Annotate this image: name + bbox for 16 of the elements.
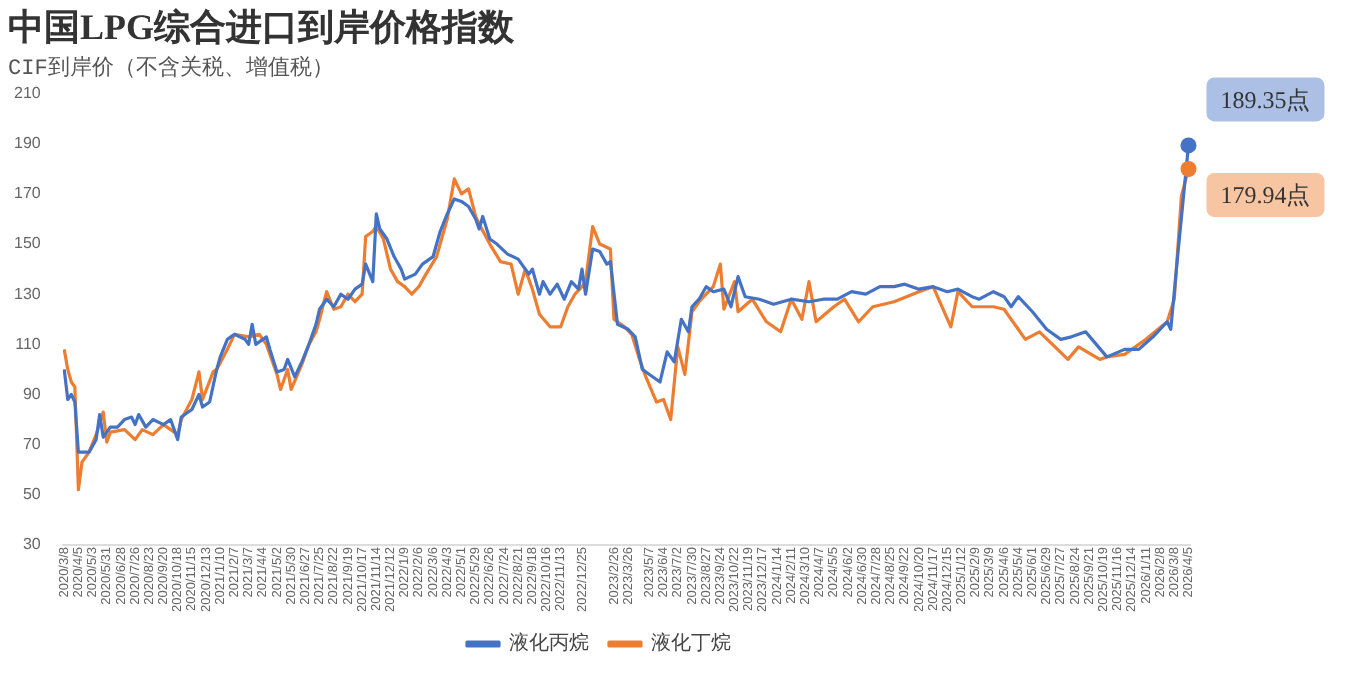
y-tick-label: 210 bbox=[13, 84, 42, 103]
chart-subtitle: CIF到岸价（不含关税、增值税） bbox=[8, 54, 334, 83]
data-label: 189.35点 bbox=[1220, 85, 1311, 114]
y-tick-label: 50 bbox=[22, 485, 42, 504]
y-tick-label: 130 bbox=[13, 284, 42, 303]
data-label: 179.94点 bbox=[1220, 181, 1311, 210]
y-tick-label: 190 bbox=[13, 134, 42, 153]
y-tick-label: 90 bbox=[22, 384, 42, 403]
y-tick-label: 150 bbox=[13, 234, 42, 253]
legend-label: 液化丙烷 bbox=[509, 631, 589, 656]
y-tick-label: 70 bbox=[22, 435, 42, 454]
chart-title: 中国LPG综合进口到岸价格指数 bbox=[8, 6, 516, 47]
y-tick-label: 170 bbox=[13, 184, 42, 203]
y-tick-label: 30 bbox=[22, 535, 42, 554]
y-tick-label: 110 bbox=[15, 334, 42, 353]
legend-label: 液化丁烷 bbox=[651, 631, 731, 656]
